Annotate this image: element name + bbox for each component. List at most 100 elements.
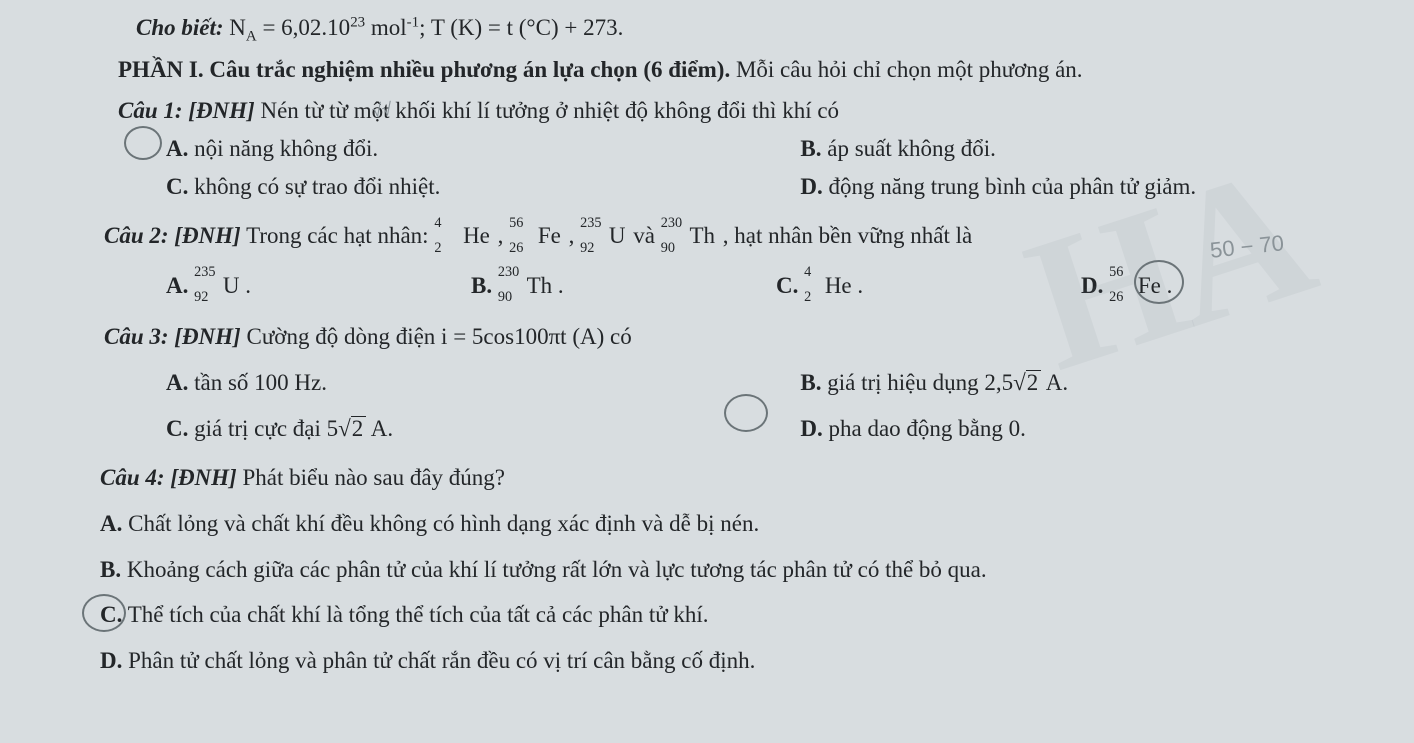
q4-label: Câu 4: [ĐNH] — [100, 465, 237, 490]
q4-optB: B. Khoảng cách giữa các phân tử của khí … — [100, 552, 1386, 588]
q2D-mass: 56 — [1109, 261, 1123, 283]
q3-B-rad: 2 — [1026, 370, 1042, 394]
q1-C-text: không có sự trao đổi nhiệt. — [194, 174, 440, 199]
q3-C-rad: 2 — [351, 416, 367, 440]
q1-D-text: động năng trung bình của phân tử giảm. — [829, 174, 1197, 199]
na-sub: A — [246, 29, 257, 45]
fe-sym: Fe — [538, 223, 561, 248]
q3-row1: A. tần số 100 Hz. B. giá trị hiệu dụng 2… — [100, 365, 1386, 401]
he-atom: 2 — [434, 237, 441, 259]
q2C-sym: He . — [825, 273, 863, 298]
comma2: , — [569, 223, 581, 248]
fe-mass: 56 — [509, 212, 523, 234]
letter-A: A. — [100, 511, 122, 536]
q2-optB: B. 23090Th . — [471, 268, 776, 304]
q3-row2: C. giá trị cực đại 52 A. D. pha dao động… — [100, 411, 1386, 447]
u-atom: 92 — [580, 237, 594, 259]
nuclide-fe: 5626Fe — [509, 218, 561, 254]
letter-C: C. — [166, 416, 188, 441]
q4-optA: A. Chất lỏng và chất khí đều không có hì… — [100, 506, 1386, 542]
q1-optA: A. nội năng không đổi. — [166, 131, 800, 167]
q4-stem: Câu 4: [ĐNH] Phát biểu nào sau đây đúng? — [100, 460, 1386, 496]
q1-optC: C. không có sự trao đổi nhiệt. — [166, 169, 800, 205]
nuclide-th: 23090Th — [661, 218, 715, 254]
q2B-nuclide: 23090Th . — [498, 268, 564, 304]
q2C-nuclide: 42He . — [804, 268, 863, 304]
temp-text: ; T (K) = t (°C) + 273. — [419, 15, 623, 40]
q1-optD: D. động năng trung bình của phân tử giảm… — [800, 169, 1386, 205]
na-eq: = 6,02.10 — [257, 15, 350, 40]
q2-options: A. 23592U . B. 23090Th . C. 42He . D. 56… — [100, 268, 1386, 304]
he-sym: He — [463, 223, 490, 248]
q4-A-text: Chất lỏng và chất khí đều không có hình … — [128, 511, 759, 536]
given-label: Cho biết: — [136, 15, 224, 40]
q4-B-text: Khoảng cách giữa các phân tử của khí lí … — [127, 557, 987, 582]
q4-D-text: Phân tử chất lỏng và phân tử chất rắn đề… — [128, 648, 755, 673]
na-exp: 23 — [350, 14, 365, 30]
q2-text-b: , hạt nhân bền vững nhất là — [723, 223, 972, 248]
letter-B: B. — [100, 557, 121, 582]
q2D-sym: Fe . — [1138, 273, 1173, 298]
th-atom: 90 — [661, 237, 675, 259]
u-sym: U — [609, 223, 626, 248]
q2C-mass: 4 — [804, 261, 811, 283]
q3-text: Cường độ dòng điện i = 5cos100πt (A) có — [241, 324, 632, 349]
letter-C: C. — [776, 273, 798, 298]
q2D-atom: 26 — [1109, 286, 1123, 308]
q2A-sym: U . — [223, 273, 251, 298]
letter-D: D. — [100, 648, 122, 673]
va: và — [633, 223, 660, 248]
letter-B: B. — [800, 370, 821, 395]
q2B-sym: Th . — [527, 273, 564, 298]
letter-A: A. — [166, 370, 188, 395]
q1-optB: B. áp suất không đổi. — [800, 131, 1386, 167]
part1-desc: Mỗi câu hỏi chỉ chọn một phương án. — [730, 57, 1082, 82]
letter-A: A. — [166, 273, 188, 298]
letter-B: B. — [471, 273, 492, 298]
q2-optC: C. 42He . — [776, 268, 1081, 304]
given-line: Cho biết: NA = 6,02.1023 mol-1; T (K) = … — [100, 10, 1386, 46]
q1-label: Câu 1: [ĐNH] — [118, 98, 255, 123]
q3-optA: A. tần số 100 Hz. — [166, 365, 800, 401]
sqrt-icon: 2 — [338, 411, 366, 447]
sqrt-icon: 2 — [1013, 365, 1041, 401]
nuclide-he: 42He — [434, 218, 490, 254]
q2-optA: A. 23592U . — [166, 268, 471, 304]
exam-page: Cho biết: NA = 6,02.1023 mol-1; T (K) = … — [0, 0, 1414, 679]
q2-optD: D. 5626Fe . — [1081, 268, 1386, 304]
letter-D: D. — [800, 416, 822, 441]
q2A-mass: 235 — [194, 261, 215, 283]
q2C-atom: 2 — [804, 286, 811, 308]
q1-row1: A. nội năng không đổi. B. áp suất không … — [100, 131, 1386, 167]
q3-D-text: pha dao động bằng 0. — [829, 416, 1026, 441]
q3-label: Câu 3: [ĐNH] — [104, 324, 241, 349]
q4-optD: D. Phân tử chất lỏng và phân tử chất rắn… — [100, 643, 1386, 679]
part1-line: PHẦN I. Câu trắc nghiệm nhiều phương án … — [100, 52, 1386, 88]
q2-label: Câu 2: [ĐNH] — [104, 223, 241, 248]
letter-D: D. — [1081, 273, 1103, 298]
letter-A: A. — [166, 136, 188, 161]
q3-B-post: A. — [1041, 370, 1068, 395]
q1-row2: C. không có sự trao đổi nhiệt. D. động n… — [100, 169, 1386, 205]
th-sym: Th — [689, 223, 715, 248]
letter-D: D. — [800, 174, 822, 199]
q1-A-text: nội năng không đổi. — [194, 136, 378, 161]
q3-optD: D. pha dao động bằng 0. — [800, 411, 1386, 447]
q2A-atom: 92 — [194, 286, 208, 308]
na-unit-exp: -1 — [407, 14, 419, 30]
q4-C-text: Thể tích của chất khí là tổng thể tích c… — [128, 602, 709, 627]
q2A-nuclide: 23592U . — [194, 268, 251, 304]
na-sym: N — [229, 15, 246, 40]
q4-text: Phát biểu nào sau đây đúng? — [237, 465, 505, 490]
comma1: , — [498, 223, 510, 248]
q4-optC: C. Thể tích của chất khí là tổng thể tíc… — [100, 597, 1386, 633]
fe-atom: 26 — [509, 237, 523, 259]
q3-stem: Câu 3: [ĐNH] Cường độ dòng điện i = 5cos… — [100, 319, 1386, 355]
q2-stem: Câu 2: [ĐNH] Trong các hạt nhân: 42He , … — [100, 218, 1386, 254]
q1-text: Nén từ từ một khối khí lí tưởng ở nhiệt … — [255, 98, 839, 123]
q2B-atom: 90 — [498, 286, 512, 308]
q1-stem: Câu 1: [ĐNH] Nén từ từ một khối khí lí t… — [100, 93, 1386, 129]
q2-text-a: Trong các hạt nhân: — [246, 223, 434, 248]
th-mass: 230 — [661, 212, 682, 234]
q1-B-text: áp suất không đổi. — [827, 136, 996, 161]
